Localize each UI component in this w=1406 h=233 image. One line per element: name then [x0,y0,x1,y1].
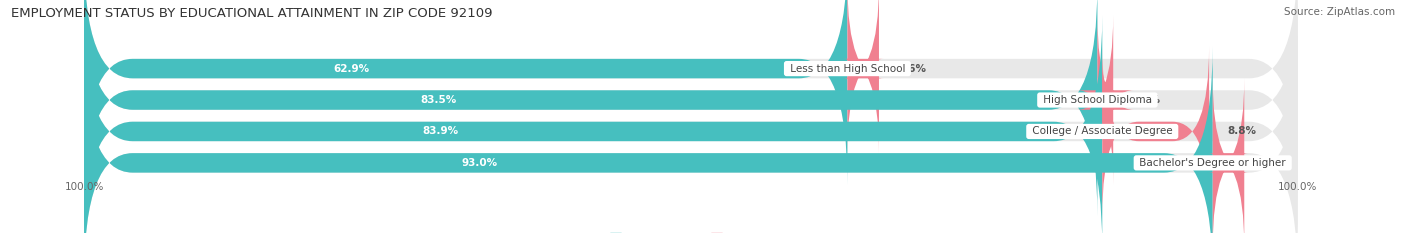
Legend: In Labor Force, Unemployed: In Labor Force, Unemployed [606,229,800,233]
FancyBboxPatch shape [84,0,1298,216]
Text: Less than High School: Less than High School [786,64,908,74]
Text: 100.0%: 100.0% [65,182,104,192]
Text: 83.5%: 83.5% [420,95,457,105]
FancyBboxPatch shape [84,15,1102,233]
FancyBboxPatch shape [84,15,1298,233]
FancyBboxPatch shape [84,0,848,185]
Text: 83.9%: 83.9% [422,127,458,137]
Text: College / Associate Degree: College / Associate Degree [1029,127,1175,137]
Text: Source: ZipAtlas.com: Source: ZipAtlas.com [1284,7,1395,17]
FancyBboxPatch shape [1208,78,1249,233]
Text: 100.0%: 100.0% [1278,182,1317,192]
FancyBboxPatch shape [1102,47,1209,216]
Text: 2.6%: 2.6% [1263,158,1292,168]
Text: 2.6%: 2.6% [897,64,927,74]
Text: 93.0%: 93.0% [461,158,498,168]
Text: EMPLOYMENT STATUS BY EDUCATIONAL ATTAINMENT IN ZIP CODE 92109: EMPLOYMENT STATUS BY EDUCATIONAL ATTAINM… [11,7,492,20]
FancyBboxPatch shape [1077,15,1133,185]
FancyBboxPatch shape [84,47,1298,233]
FancyBboxPatch shape [842,0,884,153]
FancyBboxPatch shape [84,0,1298,185]
Text: High School Diploma: High School Diploma [1040,95,1156,105]
Text: 1.3%: 1.3% [1132,95,1160,105]
Text: Bachelor's Degree or higher: Bachelor's Degree or higher [1136,158,1289,168]
Text: 62.9%: 62.9% [333,64,370,74]
FancyBboxPatch shape [84,0,1098,216]
Text: 8.8%: 8.8% [1227,127,1257,137]
FancyBboxPatch shape [84,47,1213,233]
